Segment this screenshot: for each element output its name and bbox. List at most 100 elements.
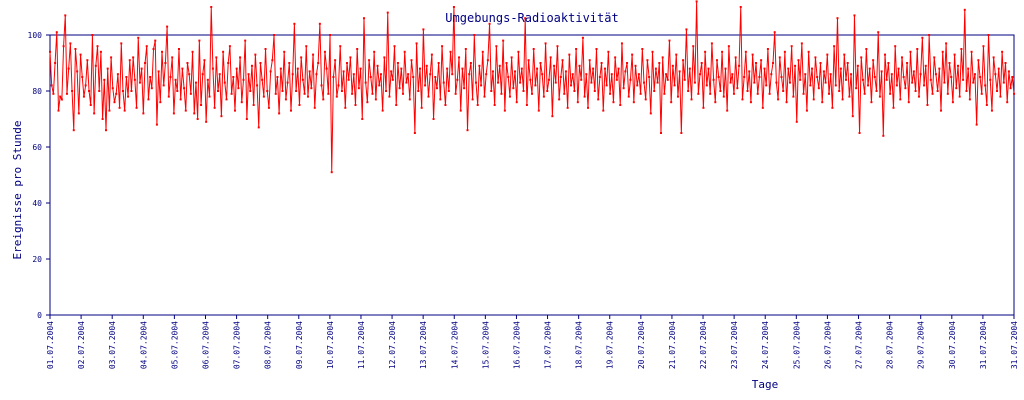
data-point bbox=[474, 81, 477, 84]
data-point bbox=[1001, 50, 1004, 53]
data-point bbox=[615, 78, 618, 81]
data-point bbox=[967, 67, 970, 70]
data-point bbox=[590, 81, 593, 84]
data-point bbox=[205, 120, 208, 123]
data-point bbox=[424, 84, 427, 87]
data-point bbox=[656, 81, 659, 84]
data-point bbox=[546, 90, 549, 92]
data-point bbox=[794, 64, 797, 67]
data-point bbox=[726, 109, 729, 112]
data-point bbox=[958, 95, 961, 98]
data-point bbox=[855, 87, 858, 90]
data-point bbox=[802, 92, 805, 95]
data-point bbox=[480, 84, 483, 87]
data-point bbox=[934, 73, 937, 76]
data-point bbox=[839, 67, 842, 70]
data-point bbox=[870, 101, 873, 104]
data-point bbox=[525, 104, 528, 106]
data-point bbox=[938, 67, 941, 70]
data-point bbox=[580, 78, 583, 81]
x-tick-label: 23.07.2004 bbox=[730, 321, 739, 369]
data-point bbox=[269, 70, 272, 73]
data-point bbox=[502, 39, 505, 42]
data-point bbox=[386, 11, 389, 14]
data-point bbox=[154, 39, 157, 42]
data-point bbox=[968, 98, 971, 101]
data-point bbox=[744, 50, 747, 53]
data-point bbox=[169, 76, 172, 78]
data-point bbox=[809, 84, 812, 87]
data-point bbox=[486, 59, 489, 62]
x-tick-label: 21.07.2004 bbox=[668, 321, 677, 369]
data-point bbox=[846, 62, 849, 64]
data-point bbox=[164, 62, 167, 64]
data-point bbox=[514, 70, 517, 73]
y-tick-label: 20 bbox=[32, 255, 42, 264]
data-point bbox=[395, 104, 398, 106]
data-point bbox=[704, 50, 707, 53]
data-point bbox=[515, 101, 518, 104]
data-point bbox=[181, 67, 184, 70]
data-point bbox=[576, 101, 579, 104]
data-point bbox=[71, 90, 74, 92]
data-point bbox=[722, 95, 725, 98]
data-point bbox=[928, 34, 931, 36]
data-point bbox=[362, 17, 365, 20]
x-tick-label: 17.07.2004 bbox=[544, 321, 553, 369]
x-tick-label: 02.07.2004 bbox=[77, 321, 86, 369]
data-point bbox=[775, 81, 778, 84]
data-point bbox=[916, 48, 919, 50]
data-point bbox=[349, 56, 352, 59]
data-point bbox=[553, 64, 556, 67]
data-point bbox=[176, 90, 179, 92]
data-point bbox=[249, 90, 252, 92]
data-point bbox=[140, 67, 143, 70]
x-tick-label: 20.07.2004 bbox=[637, 321, 646, 369]
data-point bbox=[201, 73, 204, 76]
x-tick-label: 13.07.2004 bbox=[419, 321, 428, 369]
data-point bbox=[721, 50, 724, 53]
data-point bbox=[617, 67, 620, 70]
data-point bbox=[838, 90, 841, 92]
data-point bbox=[851, 115, 854, 118]
data-point bbox=[442, 81, 445, 84]
x-tick-label: 29.07.2004 bbox=[917, 321, 926, 369]
data-point bbox=[379, 73, 382, 76]
data-point bbox=[361, 118, 364, 120]
data-point bbox=[86, 59, 89, 62]
data-point bbox=[252, 104, 255, 106]
data-point bbox=[435, 87, 438, 90]
data-point bbox=[441, 45, 444, 48]
data-point bbox=[936, 90, 939, 92]
data-point bbox=[990, 109, 993, 112]
data-point bbox=[417, 90, 420, 92]
series-line bbox=[49, 1, 1015, 173]
data-point bbox=[799, 78, 802, 81]
data-point bbox=[135, 106, 138, 109]
data-point bbox=[247, 73, 250, 76]
data-point bbox=[306, 95, 309, 98]
data-point bbox=[295, 90, 298, 92]
data-point bbox=[917, 95, 920, 98]
data-point bbox=[960, 48, 963, 50]
data-point bbox=[578, 64, 581, 67]
data-point bbox=[727, 45, 730, 48]
data-point bbox=[843, 53, 846, 56]
data-point bbox=[705, 84, 708, 87]
data-point bbox=[329, 34, 332, 36]
data-point bbox=[203, 59, 206, 62]
x-tick-label: 05.07.2004 bbox=[170, 321, 179, 369]
data-point bbox=[872, 59, 875, 62]
data-point bbox=[610, 73, 613, 76]
data-point bbox=[519, 81, 522, 84]
data-point bbox=[352, 73, 355, 76]
data-point bbox=[54, 62, 57, 64]
data-point bbox=[152, 48, 155, 50]
data-point bbox=[568, 53, 571, 56]
data-point bbox=[405, 81, 408, 84]
data-point bbox=[342, 70, 345, 73]
data-point bbox=[200, 104, 203, 106]
data-point bbox=[432, 118, 435, 120]
data-point bbox=[337, 84, 340, 87]
data-point bbox=[390, 70, 393, 73]
